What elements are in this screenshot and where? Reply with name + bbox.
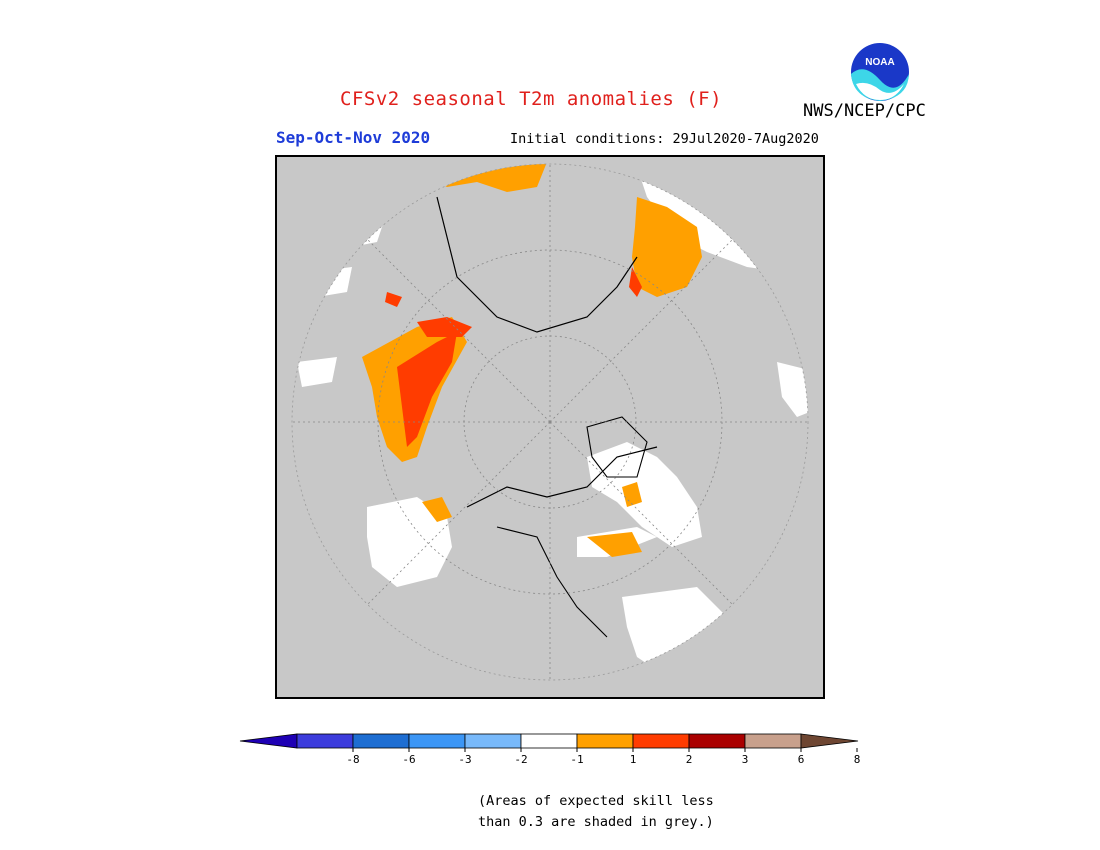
anomaly-region-asia (422, 497, 452, 522)
legend-swatch (352, 733, 410, 749)
skill-note: (Areas of expected skill less than 0.3 a… (478, 791, 714, 833)
legend-tick-label: 3 (742, 753, 749, 766)
legend-swatch (296, 733, 354, 749)
legend-swatch (688, 733, 746, 749)
anomaly-region-northeast-canada (632, 197, 702, 297)
legend-swatch (464, 733, 522, 749)
anomaly-region-bering-strong (417, 317, 472, 337)
organization-label: NWS/NCEP/CPC (803, 101, 926, 121)
legend-tick-label: -8 (346, 753, 359, 766)
neutral-area-east (777, 362, 808, 417)
legend-swatch (520, 733, 578, 749)
coastline-south (466, 446, 658, 508)
season-label: Sep-Oct-Nov 2020 (276, 128, 431, 147)
legend-swatch (632, 733, 690, 749)
logo-text: NOAA (865, 57, 894, 68)
graticule (292, 164, 808, 680)
map-boundary-circle (291, 163, 809, 681)
skill-note-line-1: (Areas of expected skill less (478, 793, 714, 809)
neutral-area-scandinavia (587, 442, 702, 547)
legend-tick-label: 6 (798, 753, 805, 766)
initial-conditions-label: Initial conditions: 29Jul2020-7Aug2020 (510, 131, 819, 147)
anomaly-region-alaska-strong (397, 332, 457, 447)
anomaly-region-scandinavia (622, 482, 642, 507)
legend-tick-label: 8 (854, 753, 861, 766)
legend-tick-label: 2 (686, 753, 693, 766)
color-ticks: -8 -6 -3 -2 -1 1 2 3 6 8 (346, 748, 860, 766)
anomaly-region-europe (587, 532, 642, 557)
legend-swatch-min (239, 733, 298, 749)
coastline-europe (496, 526, 608, 638)
legend-swatch (408, 733, 466, 749)
neutral-area-west (297, 357, 337, 387)
anomaly-region-baffin-strong (629, 267, 642, 297)
neutral-area-asia (367, 497, 452, 587)
legend-tick-label: -1 (570, 753, 583, 766)
legend-swatch (744, 733, 802, 749)
anomaly-region-chukchi (385, 292, 402, 307)
legend-tick-label: -6 (402, 753, 415, 766)
legend-tick-label: 1 (630, 753, 637, 766)
polar-map (275, 155, 825, 699)
legend-tick-label: -3 (458, 753, 471, 766)
map-title: CFSv2 seasonal T2m anomalies (F) (340, 88, 723, 110)
skill-note-line-2: than 0.3 are shaded in grey.) (478, 814, 714, 830)
noaa-logo: NOAA (849, 41, 911, 103)
polar-map-canvas (277, 157, 823, 697)
legend-tick-label: -2 (514, 753, 527, 766)
coastline-north (436, 196, 638, 333)
coastline-greenland (586, 416, 648, 478)
color-legend: -8 -6 -3 -2 -1 1 2 3 6 8 (239, 733, 860, 766)
color-swatches (239, 733, 859, 749)
anomaly-region-north-edge (427, 164, 547, 192)
legend-swatch-max (800, 733, 859, 749)
legend-swatch (576, 733, 634, 749)
